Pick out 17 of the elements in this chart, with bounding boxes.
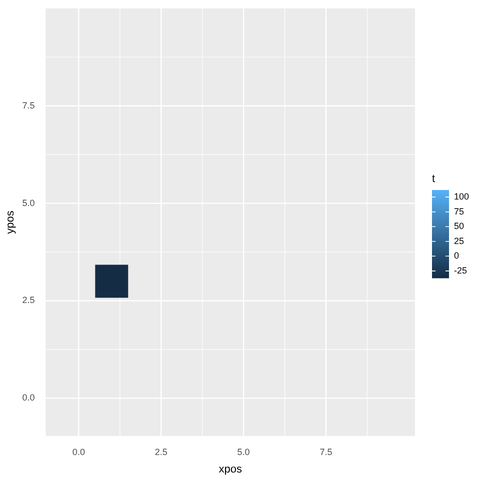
color-bar-label: -25 bbox=[454, 265, 468, 276]
color-bar-label: 25 bbox=[454, 236, 464, 246]
color-bar-label: 100 bbox=[454, 192, 470, 202]
x-tick-label: 7.5 bbox=[320, 446, 332, 457]
x-tick-label: 5.0 bbox=[237, 446, 250, 457]
x-axis-title: xpos bbox=[218, 463, 242, 476]
y-tick-label: 5.0 bbox=[22, 198, 35, 208]
x-tick-label: 0.0 bbox=[72, 446, 85, 457]
color-bar-label: 0 bbox=[454, 250, 460, 261]
color-bar-label: 50 bbox=[454, 221, 464, 232]
y-tick-label: 7.5 bbox=[22, 100, 35, 110]
color-bar-title: t bbox=[432, 173, 436, 185]
color-bar-label: 75 bbox=[454, 206, 464, 216]
x-tick-label: 2.5 bbox=[154, 446, 168, 457]
y-tick-label: 0.0 bbox=[22, 392, 35, 403]
y-tick-label: 2.5 bbox=[22, 295, 35, 306]
y-axis-title: ypos bbox=[4, 210, 17, 234]
